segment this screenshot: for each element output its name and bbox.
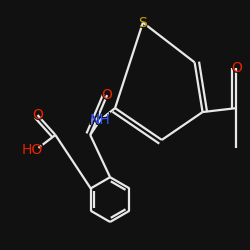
Text: O: O	[102, 88, 113, 102]
Text: O: O	[31, 106, 44, 124]
Text: O: O	[230, 59, 243, 77]
Text: O: O	[32, 108, 43, 122]
Text: S: S	[138, 16, 147, 30]
Text: HO: HO	[22, 143, 43, 157]
Text: S: S	[138, 14, 148, 32]
Text: O: O	[100, 86, 114, 104]
Text: HO: HO	[20, 141, 45, 159]
Text: NH: NH	[88, 111, 113, 129]
Text: NH: NH	[90, 113, 110, 127]
Text: O: O	[231, 61, 242, 75]
